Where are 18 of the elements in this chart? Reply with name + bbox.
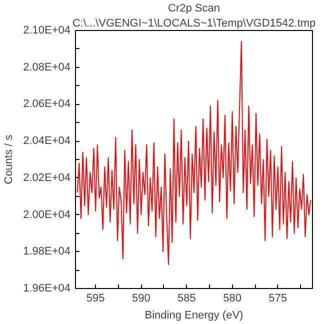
y-tick-label: 1.96E+04 [23, 282, 70, 294]
y-tick-label: 2.08E+04 [23, 61, 70, 74]
x-tick-label: 585 [178, 292, 196, 304]
y-tick-label: 1.98E+04 [23, 246, 70, 258]
y-tick-label: 2.04E+04 [23, 135, 70, 148]
x-tick-label: 575 [268, 292, 288, 304]
y-tick-label: 2.00E+04 [23, 208, 70, 221]
x-tick-label: 590 [132, 292, 150, 304]
line-series [76, 41, 312, 266]
chart-subtitle: C:\...\VGENGI~1\LOCALS~1\Temp\VGD1542.tmp [72, 18, 316, 30]
x-axis-title: Binding Energy (eV) [144, 310, 244, 322]
x-tick-label: 580 [223, 292, 242, 304]
x-tick-label: 595 [86, 292, 105, 304]
y-tick-label: 2.10E+04 [23, 24, 70, 36]
y-tick-label: 2.02E+04 [23, 172, 70, 184]
chart-title: Cr2p Scan [168, 2, 220, 14]
y-tick-label: 2.06E+04 [23, 98, 70, 110]
y-axis-title: Counts / s [3, 134, 16, 184]
